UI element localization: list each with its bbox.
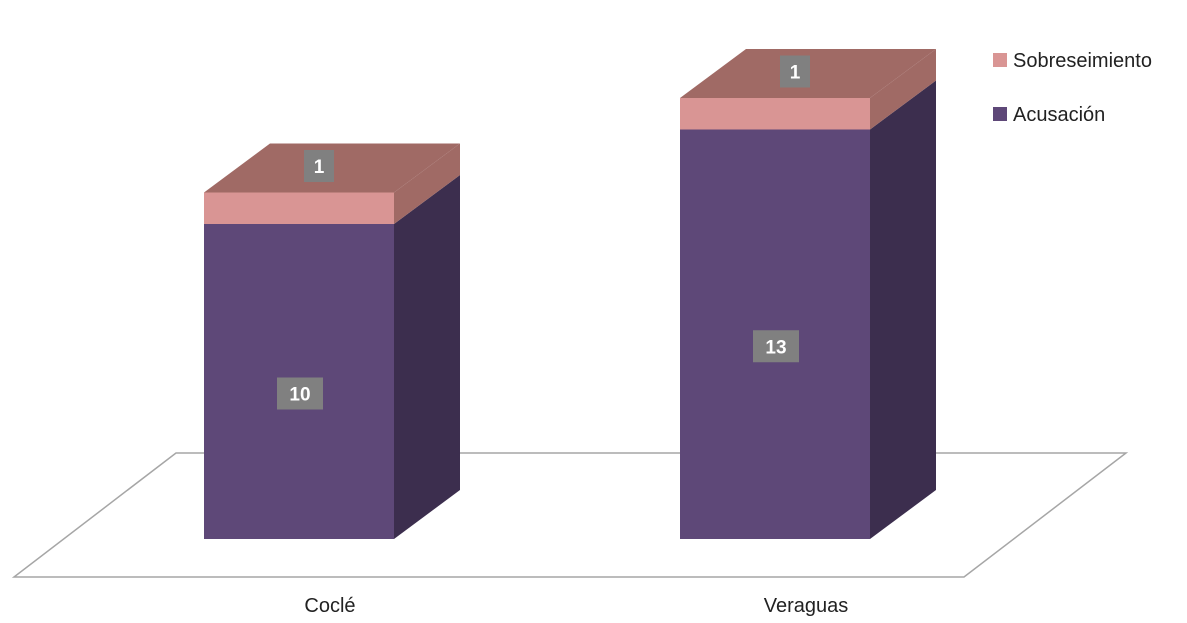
category-labels: Coclé Veraguas xyxy=(304,595,848,617)
legend: Sobreseimiento Acusación xyxy=(993,50,1152,126)
bar-side-veraguas-sobreseimiento xyxy=(870,49,936,130)
bar-cocle-acusacion xyxy=(204,175,460,539)
data-label-cocle-sobreseimiento: 1 xyxy=(304,150,334,182)
data-label-box xyxy=(277,377,323,410)
bars-group: 10 1 13 1 xyxy=(204,49,936,539)
bar-front-cocle-sobreseimiento xyxy=(204,192,394,224)
bar-side-veraguas-acusacion xyxy=(870,80,936,539)
category-label-veraguas: Veraguas xyxy=(764,595,849,617)
legend-item-acusacion: Acusación xyxy=(993,104,1105,126)
data-label-text: 1 xyxy=(790,63,801,84)
legend-item-sobreseimiento: Sobreseimiento xyxy=(993,50,1152,72)
bar-cocle-sobreseimiento xyxy=(204,143,460,224)
data-label-veraguas-sobreseimiento: 1 xyxy=(780,55,810,88)
legend-swatch xyxy=(993,107,1007,121)
data-label-box xyxy=(304,150,334,182)
data-label-veraguas-acusacion: 13 xyxy=(753,330,799,363)
data-label-text: 13 xyxy=(765,337,786,358)
legend-label: Sobreseimiento xyxy=(1013,50,1152,72)
chart-floor xyxy=(11,452,1129,578)
data-label-box xyxy=(753,330,799,363)
data-label-text: 10 xyxy=(289,385,310,406)
data-label-box xyxy=(780,55,810,88)
category-label-cocle: Coclé xyxy=(304,595,355,617)
bar-side-cocle-acusacion xyxy=(394,175,460,539)
bar-front-veraguas-sobreseimiento xyxy=(680,98,870,130)
bar-veraguas-acusacion xyxy=(680,80,936,539)
legend-label: Acusación xyxy=(1013,104,1105,126)
data-label-cocle-acusacion: 10 xyxy=(277,377,323,410)
legend-swatch xyxy=(993,53,1007,67)
bar-side-cocle-sobreseimiento xyxy=(394,143,460,224)
data-label-text: 1 xyxy=(314,157,325,178)
